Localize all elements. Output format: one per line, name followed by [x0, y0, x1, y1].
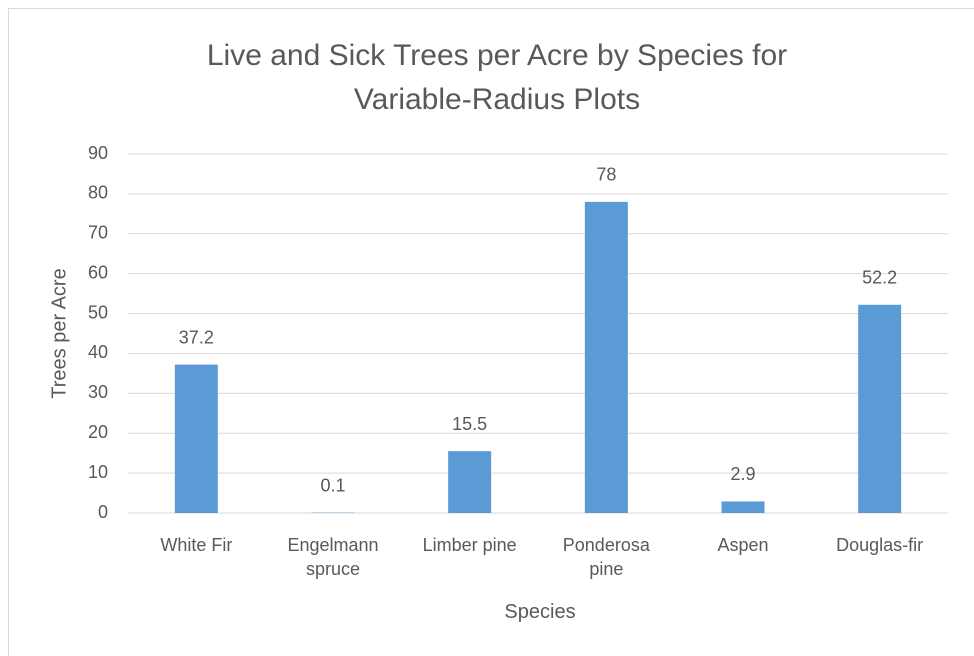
data-label: 0.1	[320, 475, 345, 495]
data-label: 52.2	[862, 268, 897, 288]
chart-title: Live and Sick Trees per Acre by Species …	[206, 39, 788, 116]
bar	[448, 451, 492, 513]
y-tick-label: 40	[88, 342, 108, 362]
x-tick-label: Douglas-fir	[836, 535, 924, 555]
chart-border	[8, 8, 974, 656]
bar	[721, 501, 765, 513]
y-tick-label: 30	[88, 382, 108, 402]
x-tick-label: Aspen	[717, 535, 769, 555]
y-tick-label: 70	[88, 223, 108, 243]
y-tick-label: 80	[88, 183, 108, 203]
x-tick-label: Limber pine	[422, 535, 517, 555]
x-tick-label: Ponderosa pine	[562, 535, 650, 579]
data-label: 2.9	[730, 464, 755, 484]
x-axis-label: Species	[504, 601, 576, 623]
y-axis-label: Trees per Acre	[48, 268, 70, 398]
y-tick-label: 50	[88, 302, 108, 322]
bar	[174, 364, 218, 513]
bar	[584, 201, 628, 513]
data-label: 78	[596, 165, 616, 185]
y-tick-label: 10	[88, 462, 108, 482]
x-tick-label: Engelmann spruce	[287, 535, 379, 579]
y-tick-label: 20	[88, 422, 108, 442]
data-label: 37.2	[179, 327, 214, 347]
data-label: 15.5	[452, 414, 487, 434]
x-tick-label: White Fir	[160, 535, 233, 555]
y-tick-label: 0	[98, 502, 108, 522]
y-tick-label: 60	[88, 262, 108, 282]
bar	[858, 304, 902, 513]
y-tick-label: 90	[88, 143, 108, 163]
